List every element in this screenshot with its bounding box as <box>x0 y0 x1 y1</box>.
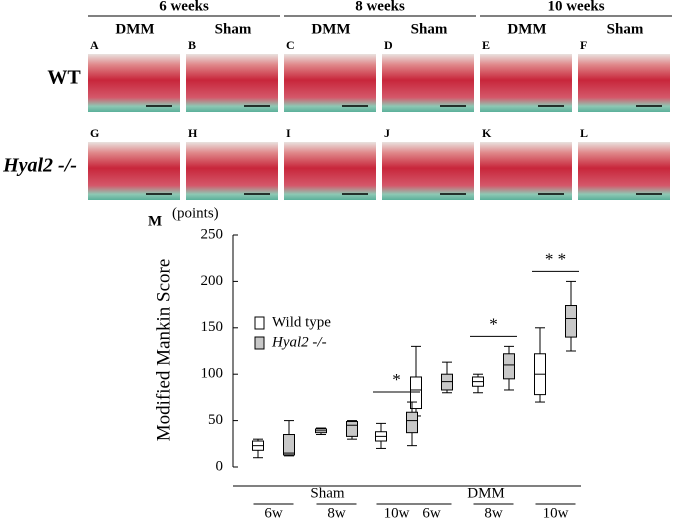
panel-letter: K <box>482 126 492 140</box>
legend-swatch <box>254 336 265 350</box>
histology-image <box>186 54 278 112</box>
column-header: Sham <box>607 21 644 37</box>
group-label: DMM <box>467 485 505 501</box>
y-tick-label: 150 <box>201 319 224 335</box>
column-header: Sham <box>215 21 252 37</box>
y-tick-label: 0 <box>216 458 224 474</box>
box <box>410 376 422 410</box>
group-label: Sham <box>310 485 345 501</box>
histology-image <box>382 54 474 112</box>
panel-letter: H <box>188 126 198 140</box>
panel-letter: G <box>90 126 99 140</box>
box <box>503 353 515 380</box>
row-label: Hyal2 -/- <box>2 155 77 177</box>
panel-letter: F <box>580 38 587 52</box>
box <box>406 411 418 434</box>
histology-image <box>480 142 572 200</box>
week-header: 6 weeks <box>159 0 209 14</box>
panel-letter: L <box>580 126 588 140</box>
unit-label: (points) <box>172 205 219 221</box>
row-label: WT <box>47 67 81 89</box>
x-tick-label: 8w <box>484 505 503 521</box>
significance-label: * <box>392 370 401 389</box>
legend-swatch <box>254 316 265 330</box>
legend-label: Wild type <box>272 314 331 330</box>
panel-letter: B <box>188 38 196 52</box>
histology-image <box>578 142 670 200</box>
significance-label: * * <box>545 249 566 268</box>
histology-image <box>382 142 474 200</box>
x-tick-label: 10w <box>543 505 569 521</box>
y-tick-label: 250 <box>201 226 224 242</box>
histology-image <box>88 142 180 200</box>
legend-label: Hyal2 -/- <box>271 334 327 350</box>
column-header: Sham <box>411 21 448 37</box>
panel-letter: A <box>90 38 99 52</box>
histology-image <box>284 142 376 200</box>
histology-image <box>186 142 278 200</box>
panel-letter: D <box>384 38 393 52</box>
panel-letter: M <box>148 213 162 229</box>
x-tick-label: 6w <box>422 505 441 521</box>
histology-image <box>284 54 376 112</box>
histology-image <box>578 54 670 112</box>
y-tick-label: 200 <box>201 273 224 289</box>
significance-label: * <box>489 314 498 333</box>
x-tick-label: 8w <box>327 505 346 521</box>
histology-image <box>480 54 572 112</box>
panel-letter: C <box>286 38 295 52</box>
y-axis-title: Modified Mankin Score <box>153 259 174 442</box>
y-tick-label: 100 <box>201 366 224 382</box>
box <box>565 305 577 338</box>
week-header: 8 weeks <box>355 0 405 14</box>
y-tick-label: 50 <box>208 412 223 428</box>
panel-letter: E <box>482 38 490 52</box>
x-tick-label: 10w <box>384 505 410 521</box>
histology-image <box>88 54 180 112</box>
panel-letter: I <box>286 126 291 140</box>
week-header: 10 weeks <box>547 0 604 14</box>
box <box>346 421 358 437</box>
x-tick-label: 6w <box>264 505 283 521</box>
panel-letter: J <box>384 126 390 140</box>
column-header: DMM <box>507 21 546 37</box>
column-header: DMM <box>311 21 350 37</box>
column-header: DMM <box>115 21 154 37</box>
box <box>283 434 295 456</box>
